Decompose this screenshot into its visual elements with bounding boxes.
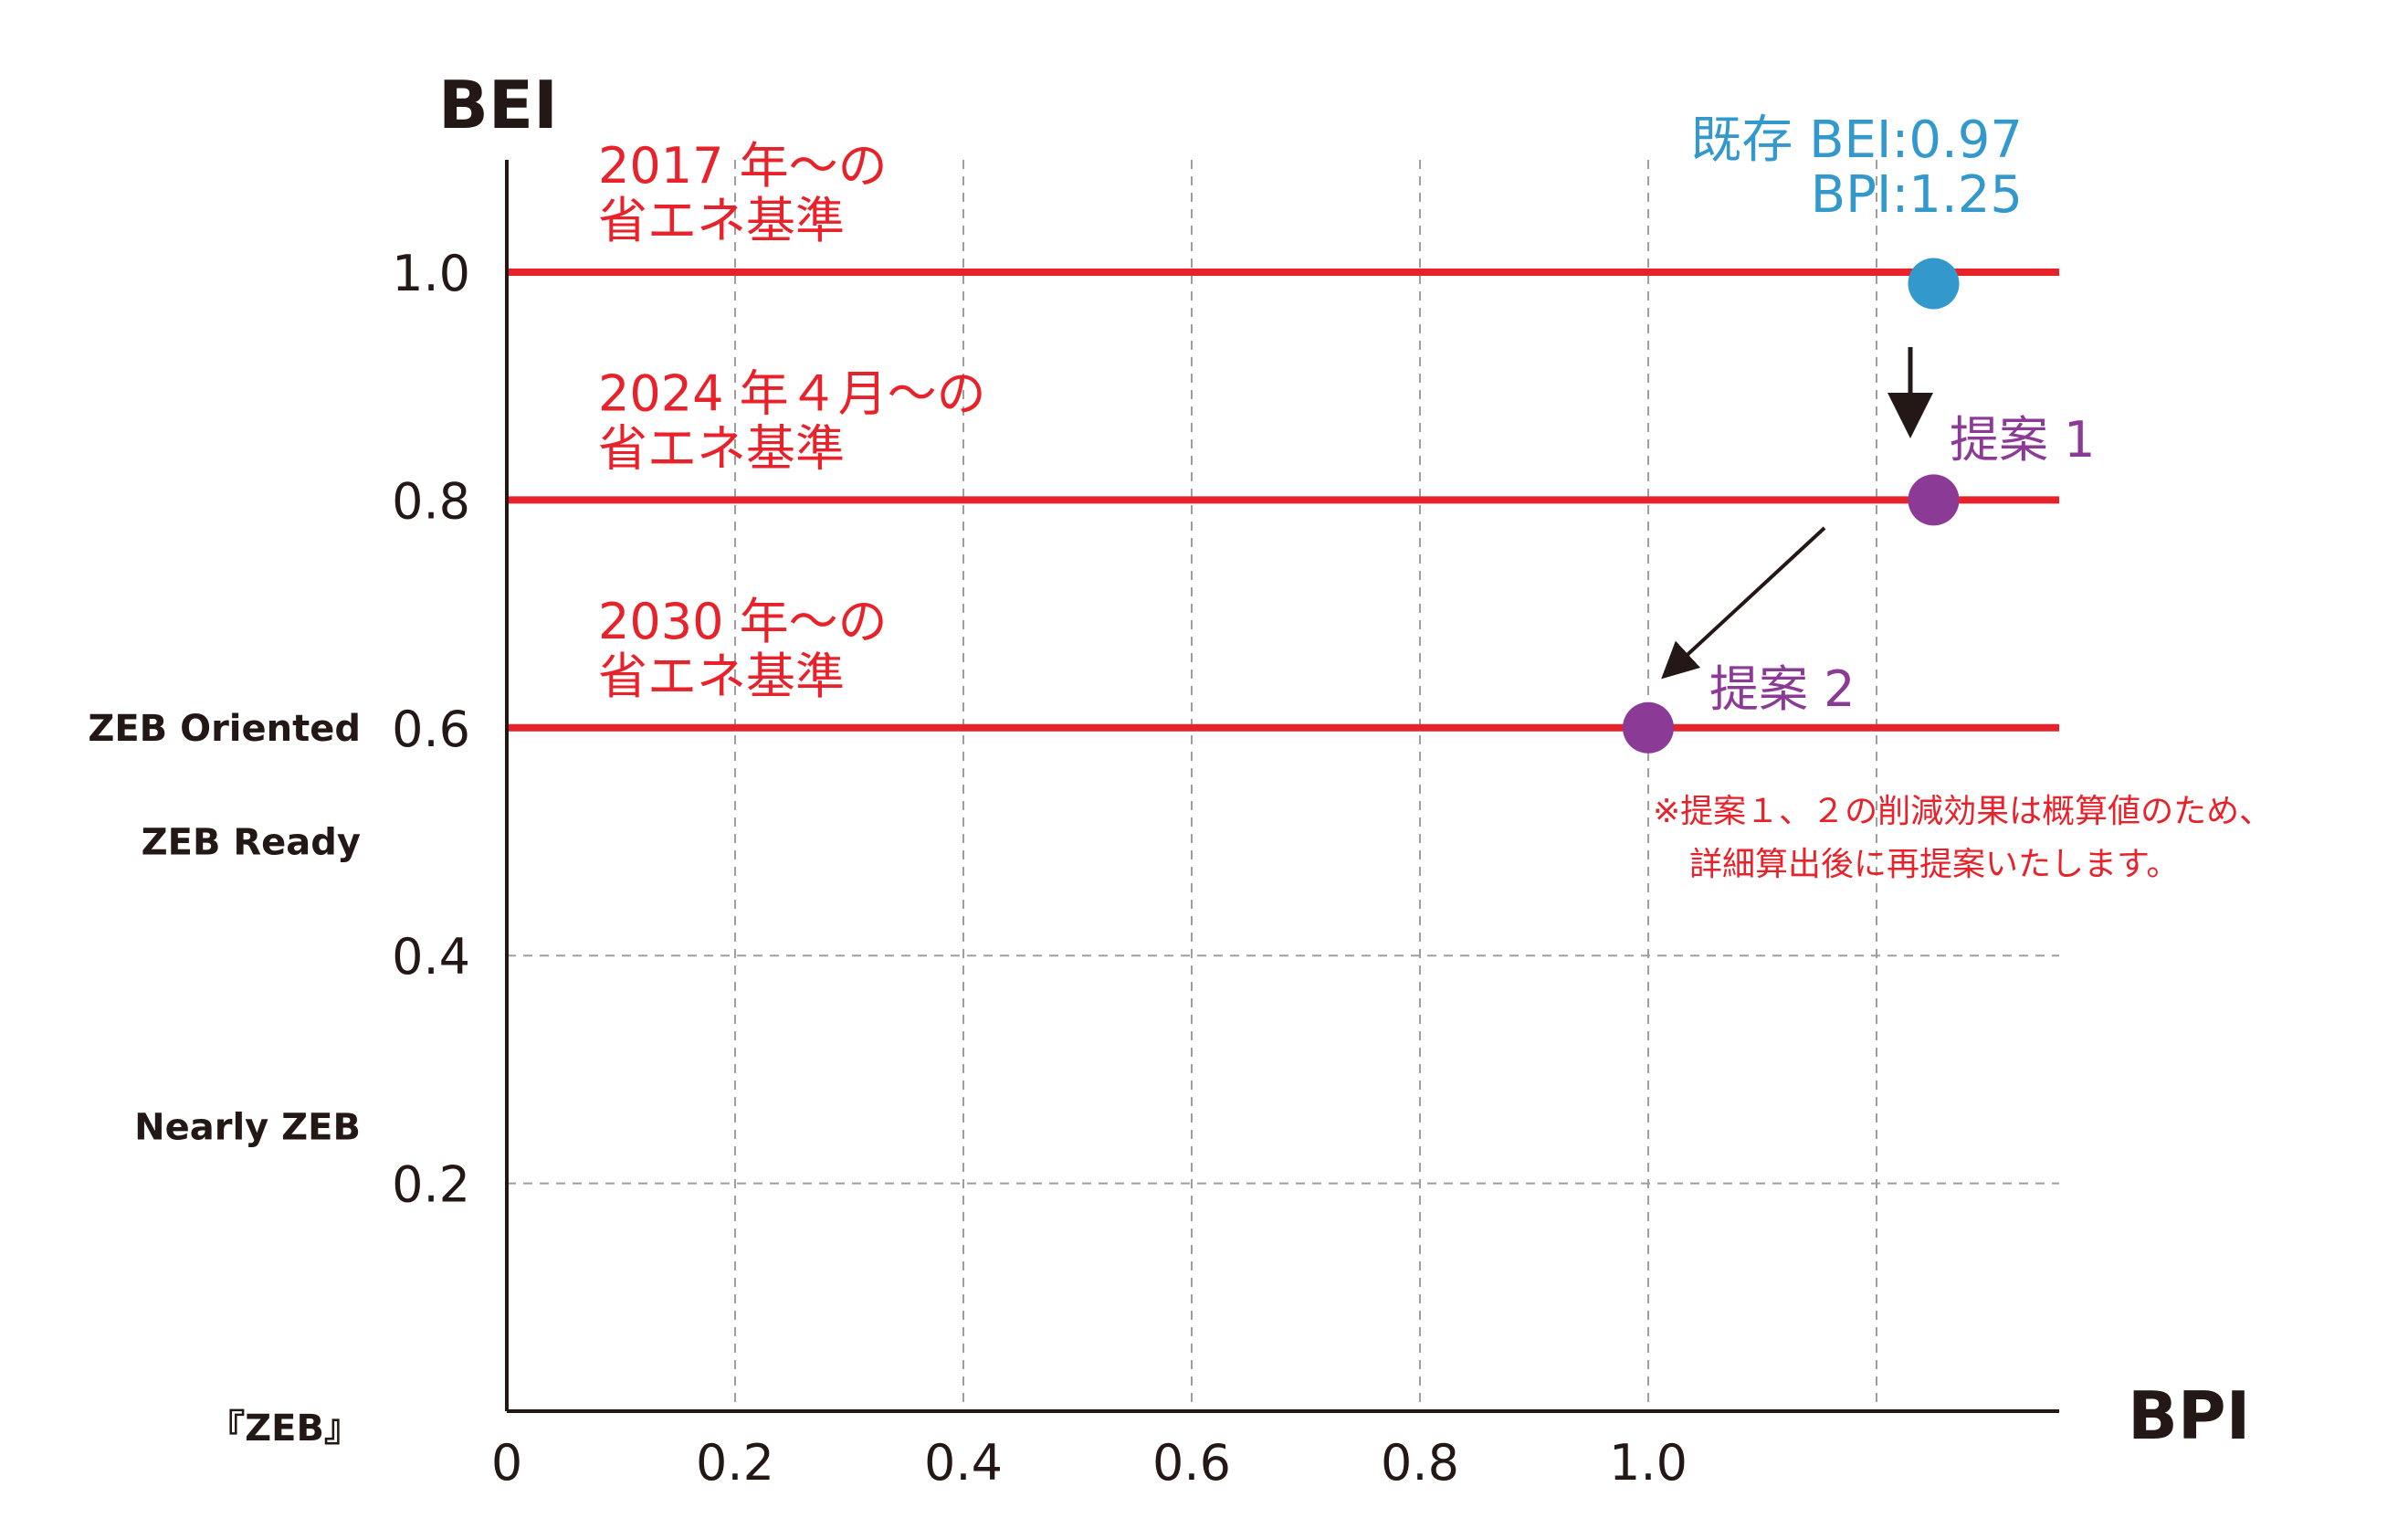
standard-line-label: 2024 年４月〜の xyxy=(598,364,986,422)
y-axis-title: BEI xyxy=(438,67,558,143)
x-tick-label: 0.2 xyxy=(696,1434,774,1492)
zeb-level-label: ZEB Ready xyxy=(142,822,361,864)
proposal-2-label: 提案 2 xyxy=(1709,660,1856,718)
data-points xyxy=(1623,258,1960,754)
axes: BEI BPI xyxy=(438,67,2250,1454)
y-tick-label: 1.0 xyxy=(392,245,470,302)
note-line: ※提案１、２の削減効果は概算値のため、 xyxy=(1653,793,2272,830)
existing-label: 既存 BEI:0.97 xyxy=(1690,111,2023,170)
arrow-proposal-1-to-proposal-2 xyxy=(1661,526,1826,680)
standard-line-label: 省エネ基準 xyxy=(598,419,845,477)
standard-line-label: 省エネ基準 xyxy=(598,648,845,705)
standard-line-label: 2017 年〜の xyxy=(598,137,888,195)
y-tick-label: 0.6 xyxy=(392,701,470,758)
tick-labels: 0 0.2 0.4 0.6 0.8 1.0 1.0 0.8 0.6 0.4 0.2 xyxy=(392,245,1688,1492)
standard-line-label: 省エネ基準 xyxy=(598,192,845,249)
x-tick-label: 0.6 xyxy=(1152,1434,1231,1492)
proposal-1-label: 提案 1 xyxy=(1950,411,2096,469)
standard-line-label: 2030 年〜の xyxy=(598,593,888,650)
zeb-level-label: ZEB Oriented xyxy=(88,708,361,750)
grid xyxy=(507,160,2059,1411)
zeb-level-label: Nearly ZEB xyxy=(134,1106,361,1148)
y-tick-label: 0.2 xyxy=(392,1156,470,1214)
point-proposal-2 xyxy=(1623,701,1674,754)
x-tick-label: 0.4 xyxy=(924,1434,1003,1492)
existing-label: BPI:1.25 xyxy=(1811,165,2023,225)
y-tick-label: 0.4 xyxy=(392,928,470,986)
zeb-level-labels: ZEB Oriented ZEB Ready Nearly ZEB 『ZEB』 xyxy=(88,708,361,1450)
y-tick-label: 0.8 xyxy=(392,472,470,530)
x-axis-title: BPI xyxy=(2128,1377,2250,1454)
point-proposal-1 xyxy=(1908,474,1960,526)
note-line: 詳細算出後に再提案いたします。 xyxy=(1689,846,2179,883)
x-tick-label: 1.0 xyxy=(1609,1434,1688,1492)
arrows xyxy=(1661,347,1933,680)
x-tick-label: 0 xyxy=(491,1434,522,1492)
point-existing xyxy=(1908,258,1960,310)
zeb-level-label: 『ZEB』 xyxy=(208,1408,361,1450)
x-tick-label: 0.8 xyxy=(1381,1434,1459,1492)
